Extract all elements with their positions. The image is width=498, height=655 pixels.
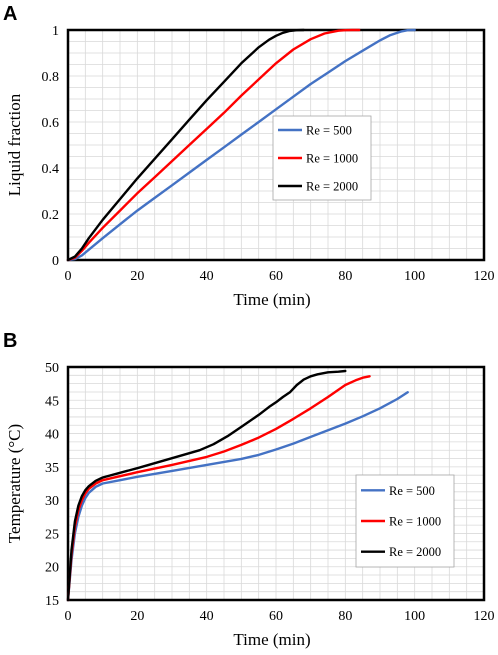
series-line-re-1000 bbox=[66, 375, 371, 602]
legend-entry-label: Re = 1000 bbox=[306, 152, 358, 166]
x-tick-label: 0 bbox=[65, 609, 72, 624]
series-line-re-2000 bbox=[66, 369, 347, 602]
y-axis-title: Liquid fraction bbox=[5, 93, 24, 196]
x-tick-label: 20 bbox=[130, 609, 144, 624]
x-axis-title: Time (min) bbox=[233, 630, 310, 649]
panel-label-a: A bbox=[3, 3, 17, 25]
y-tick-label: 40 bbox=[45, 428, 59, 443]
y-tick-label: 30 bbox=[45, 494, 59, 509]
y-tick-label: 0 bbox=[52, 254, 59, 269]
legend: Re = 500 Re = 1000 Re = 2000 bbox=[355, 474, 455, 568]
x-tick-label: 100 bbox=[404, 609, 425, 624]
y-tick-label: 0.2 bbox=[42, 208, 60, 223]
y-tick-label: 1 bbox=[52, 24, 59, 39]
y-tick-label: 0.8 bbox=[42, 70, 60, 85]
x-tick-label: 80 bbox=[338, 269, 352, 284]
plot-area-frame bbox=[66, 365, 486, 602]
legend-entry-label: Re = 500 bbox=[389, 484, 435, 498]
x-tick-label: 120 bbox=[474, 269, 495, 284]
legend-entry-label: Re = 2000 bbox=[306, 180, 358, 194]
x-axis-title: Time (min) bbox=[233, 290, 310, 309]
panel-a-liquid-fraction-chart: A 0 20 40 60 80 100 120 0 0.2 0.4 0.6 0.8 1 Time (min… bbox=[3, 3, 495, 309]
x-tick-label: 20 bbox=[130, 269, 144, 284]
x-tick-label: 60 bbox=[269, 269, 283, 284]
x-tick-label: 120 bbox=[474, 609, 495, 624]
x-tick-label: 40 bbox=[200, 609, 214, 624]
panel-b-temperature-chart: B 0 20 40 60 80 100 120 15 20 25 30 35 40 45 50 Time (m… bbox=[3, 330, 495, 649]
x-tick-label: 100 bbox=[404, 269, 425, 284]
legend-entry-label: Re = 2000 bbox=[389, 545, 441, 559]
y-tick-label: 0.4 bbox=[42, 162, 60, 177]
y-tick-label: 0.6 bbox=[42, 116, 60, 131]
series-line-re-2000 bbox=[66, 28, 305, 262]
series-line-re-500 bbox=[66, 391, 409, 602]
y-tick-label: 50 bbox=[45, 361, 59, 376]
x-tick-label: 40 bbox=[200, 269, 214, 284]
y-tick-label: 45 bbox=[45, 394, 59, 409]
series-line-re-500 bbox=[66, 28, 416, 262]
legend-entry-label: Re = 500 bbox=[306, 124, 352, 138]
panel-label-b: B bbox=[3, 330, 17, 352]
y-tick-label: 25 bbox=[45, 527, 59, 542]
x-tick-label: 60 bbox=[269, 609, 283, 624]
y-tick-label: 35 bbox=[45, 461, 59, 476]
y-tick-label: 20 bbox=[45, 561, 59, 576]
plot-area-frame bbox=[66, 28, 486, 262]
legend-entry-label: Re = 1000 bbox=[389, 515, 441, 529]
x-tick-label: 80 bbox=[338, 609, 352, 624]
legend: Re = 500 Re = 1000 Re = 2000 bbox=[272, 115, 372, 201]
y-axis-title: Temperature (°C) bbox=[5, 424, 24, 543]
y-tick-label: 15 bbox=[45, 594, 59, 609]
x-tick-label: 0 bbox=[65, 269, 72, 284]
series-line-re-1000 bbox=[66, 28, 361, 262]
